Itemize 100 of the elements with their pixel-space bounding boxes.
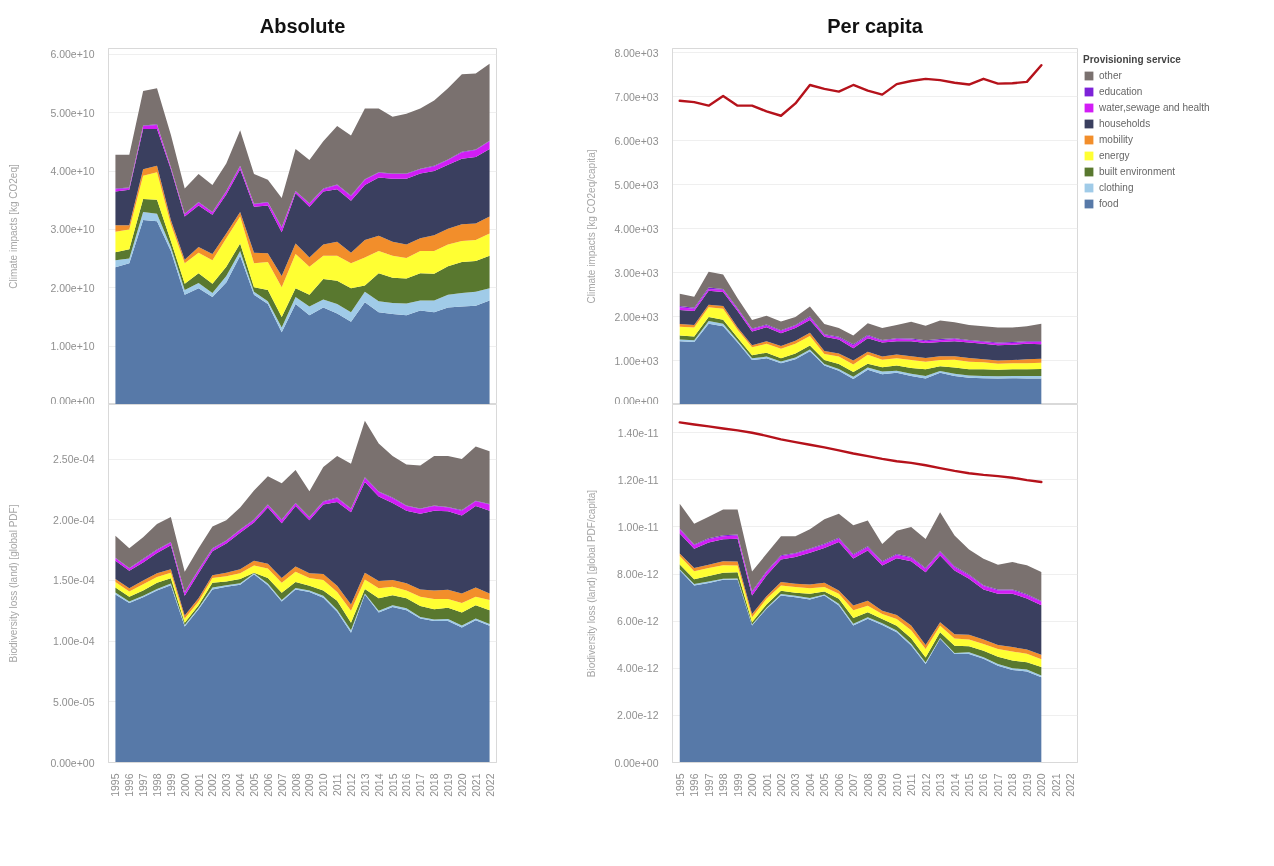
y-tick-label: 2.00e+03 bbox=[614, 310, 659, 323]
legend-label: other bbox=[1099, 69, 1122, 81]
y-tick-label: 0.00e+00 bbox=[50, 756, 95, 769]
x-tick-label: 2013 bbox=[358, 773, 371, 797]
x-tick-label: 2001 bbox=[760, 773, 773, 797]
x-tick-label: 2022 bbox=[1064, 773, 1077, 797]
y-axis-title: Climate impacts [kg CO2eq] bbox=[8, 164, 20, 289]
x-tick-label: 2000 bbox=[178, 773, 191, 797]
x-tick-label: 2015 bbox=[386, 773, 399, 797]
y-tick-label: 2.00e-12 bbox=[617, 709, 659, 722]
y-tick-label: 1.20e-11 bbox=[617, 473, 659, 486]
y-axis-title: Biodiversity loss (land) [global PDF/capita] bbox=[586, 489, 598, 678]
x-tick-label: 1999 bbox=[731, 773, 744, 797]
legend-label: education bbox=[1099, 85, 1143, 97]
x-tick-label: 1998 bbox=[717, 773, 730, 797]
y-tick-label: 1.00e+10 bbox=[50, 340, 95, 353]
y-tick-label: 1.50e-04 bbox=[53, 574, 95, 587]
y-tick-label: 8.00e+03 bbox=[614, 46, 659, 59]
x-tick-label: 2004 bbox=[234, 773, 247, 797]
x-tick-label: 2011 bbox=[331, 773, 344, 797]
x-tick-label: 2018 bbox=[1006, 773, 1019, 797]
x-tick-label: 2010 bbox=[890, 773, 903, 797]
y-tick-label: 1.00e+03 bbox=[614, 354, 659, 367]
y-tick-label: 3.00e+03 bbox=[614, 266, 659, 279]
line-series bbox=[678, 64, 1043, 117]
x-tick-label: 2019 bbox=[1020, 773, 1033, 797]
y-tick-label: 5.00e+10 bbox=[50, 106, 95, 119]
x-tick-label: 2000 bbox=[746, 773, 759, 797]
y-tick-label: 2.00e+10 bbox=[50, 281, 95, 294]
x-tick-label: 2004 bbox=[803, 773, 816, 797]
x-tick-label: 2016 bbox=[400, 773, 413, 797]
x-tick-label: 2010 bbox=[317, 773, 330, 797]
y-tick-label: 0.00e+00 bbox=[50, 394, 95, 407]
x-tick-label: 2022 bbox=[483, 773, 496, 797]
y-tick-label: 1.00e-04 bbox=[53, 635, 95, 648]
y-tick-label: 2.00e-04 bbox=[53, 513, 95, 526]
y-tick-label: 5.00e+03 bbox=[614, 178, 659, 191]
legend-label: built environment bbox=[1099, 165, 1176, 177]
y-tick-label: 6.00e-12 bbox=[617, 615, 659, 628]
x-tick-label: 2018 bbox=[428, 773, 441, 797]
legend-label: clothing bbox=[1099, 181, 1134, 193]
y-tick-label: 7.00e+03 bbox=[614, 90, 659, 103]
x-tick-label: 2011 bbox=[905, 773, 918, 797]
y-axis-title: Climate impacts [kg CO2eq/capita] bbox=[586, 149, 598, 304]
y-tick-label: 2.50e-04 bbox=[53, 453, 95, 466]
y-axis-title: Biodiversity loss (land) [global PDF] bbox=[8, 504, 20, 663]
x-tick-label: 2002 bbox=[206, 773, 219, 797]
x-tick-label: 2021 bbox=[469, 773, 482, 797]
x-tick-label: 2009 bbox=[876, 773, 889, 797]
y-tick-label: 6.00e+10 bbox=[50, 48, 95, 61]
legend-title: Provisioning service bbox=[1083, 54, 1182, 65]
x-tick-label: 1996 bbox=[688, 773, 701, 797]
legend-label: water,sewage and health bbox=[1099, 101, 1210, 113]
chart-title: Per capita bbox=[827, 14, 924, 37]
y-tick-label: 1.00e-11 bbox=[617, 520, 659, 533]
x-tick-label: 2007 bbox=[275, 773, 288, 797]
x-tick-label: 2014 bbox=[948, 773, 961, 797]
x-tick-label: 2005 bbox=[248, 773, 260, 797]
x-tick-label: 2002 bbox=[774, 773, 787, 797]
x-tick-label: 1999 bbox=[164, 773, 177, 797]
x-tick-label: 2012 bbox=[345, 773, 357, 797]
y-tick-label: 6.00e+03 bbox=[614, 134, 659, 147]
x-tick-label: 2017 bbox=[991, 773, 1004, 797]
y-tick-label: 0.00e+00 bbox=[614, 756, 659, 769]
y-tick-label: 8.00e-12 bbox=[617, 568, 659, 581]
x-tick-label: 2008 bbox=[289, 773, 302, 797]
x-tick-label: 1998 bbox=[151, 773, 163, 797]
x-tick-label: 2007 bbox=[847, 773, 860, 797]
legend-label: mobility bbox=[1099, 133, 1133, 145]
x-tick-label: 2006 bbox=[832, 773, 845, 797]
y-tick-label: 0.00e+00 bbox=[614, 394, 659, 407]
x-tick-label: 2021 bbox=[1049, 773, 1062, 797]
x-tick-label: 2019 bbox=[442, 773, 454, 797]
x-tick-label: 2020 bbox=[455, 773, 468, 797]
y-tick-label: 3.00e+10 bbox=[50, 223, 95, 236]
legend-label: food bbox=[1099, 197, 1119, 209]
x-tick-label: 2020 bbox=[1035, 773, 1048, 797]
x-tick-label: 2013 bbox=[934, 773, 947, 797]
x-tick-label: 1997 bbox=[137, 773, 150, 797]
x-tick-label: 2009 bbox=[303, 773, 316, 797]
legend-label: households bbox=[1099, 117, 1151, 129]
chart-title: Absolute bbox=[259, 14, 346, 37]
x-tick-label: 2003 bbox=[789, 773, 802, 797]
x-tick-label: 1997 bbox=[702, 773, 715, 797]
x-tick-label: 1995 bbox=[109, 773, 122, 797]
x-tick-label: 1996 bbox=[123, 773, 136, 797]
x-tick-label: 2017 bbox=[414, 773, 427, 797]
line-series bbox=[678, 421, 1043, 484]
y-tick-label: 5.00e-05 bbox=[53, 695, 95, 708]
x-tick-label: 2001 bbox=[192, 773, 205, 797]
y-tick-label: 4.00e+03 bbox=[614, 222, 659, 235]
y-tick-label: 4.00e-12 bbox=[617, 662, 659, 675]
x-tick-label: 2016 bbox=[977, 773, 990, 797]
x-tick-label: 2008 bbox=[861, 773, 874, 797]
x-tick-label: 2014 bbox=[372, 773, 385, 797]
y-tick-label: 1.40e-11 bbox=[617, 426, 659, 439]
x-tick-label: 2006 bbox=[261, 773, 274, 797]
x-tick-label: 2005 bbox=[818, 773, 831, 797]
legend-label: energy bbox=[1099, 149, 1130, 161]
x-tick-label: 2012 bbox=[919, 773, 932, 797]
